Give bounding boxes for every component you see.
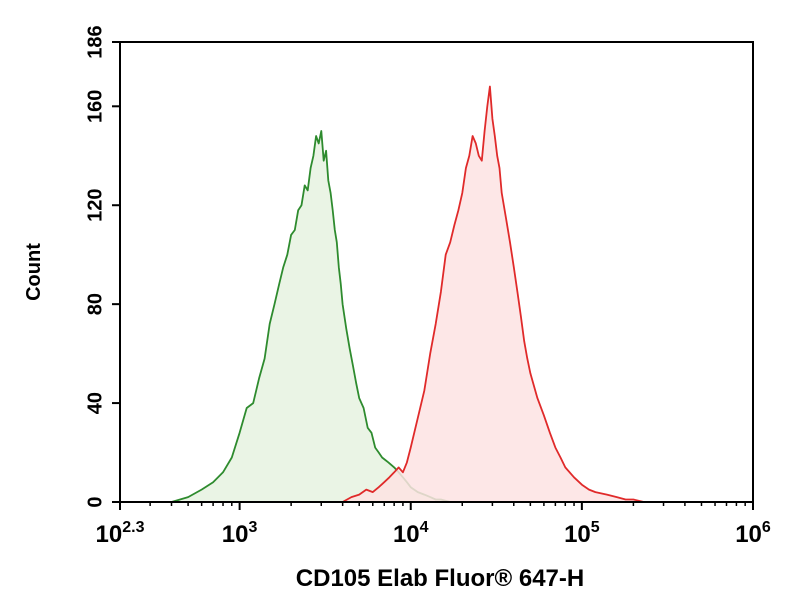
x-axis-label: CD105 Elab Fluor® 647-H [296,565,584,592]
series-1-area [171,131,463,502]
x-tick-label: 104 [393,519,429,548]
axis-layer: 0 40 80 120 160 186 102.3 103 104 105 106 [84,25,771,548]
x-tick-label: 102.3 [96,519,145,548]
y-tick-label: 80 [84,293,106,315]
y-axis-label: Count [23,243,45,301]
series-2-line [342,85,645,503]
x-tick-label: 103 [222,519,258,548]
y-tick-label: 120 [84,189,106,222]
series-2-area [342,86,644,502]
y-tick-label: 186 [84,25,106,58]
x-tick-label: 105 [564,519,600,548]
plot-frame [119,41,754,503]
series-layer [171,85,645,503]
y-tick-label: 160 [84,90,106,123]
x-tick-label: 106 [735,519,771,548]
y-tick-label: 40 [84,392,106,414]
y-tick-label: 0 [84,496,106,507]
